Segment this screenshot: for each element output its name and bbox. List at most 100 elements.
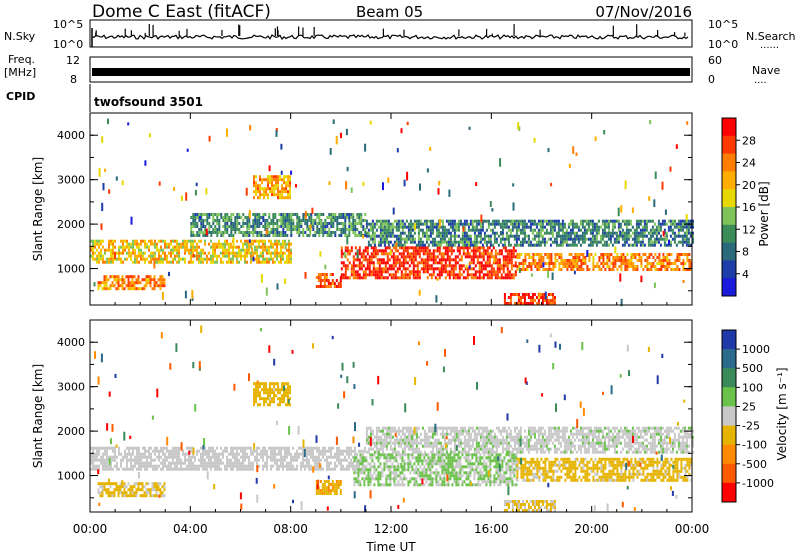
- heatmap-cell: [346, 252, 349, 256]
- heatmap-cell: [485, 240, 488, 244]
- heatmap-cell: [536, 262, 539, 265]
- heatmap-cell: [396, 261, 399, 265]
- heatmap-cell: [218, 245, 220, 249]
- heatmap-cell: [262, 260, 264, 264]
- heatmap-cell: [109, 287, 112, 291]
- heatmap-cell: [668, 265, 671, 268]
- heatmap-cell: [184, 458, 186, 462]
- heatmap-cell: [242, 248, 244, 252]
- heatmap-cell: [452, 264, 455, 268]
- heatmap-cell: [561, 243, 564, 247]
- heatmap-cell: [151, 485, 154, 489]
- heatmap-cell: [574, 262, 577, 265]
- heatmap-cell: [394, 249, 397, 253]
- heatmap-cell: [446, 273, 449, 277]
- heatmap-cell: [486, 270, 489, 274]
- heatmap-cell: [458, 258, 461, 262]
- heatmap-cell: [266, 458, 268, 462]
- heatmap-cell: [186, 464, 188, 468]
- heatmap-cell: [145, 284, 148, 288]
- heatmap-cell: [170, 248, 172, 252]
- heatmap-cell: [574, 253, 577, 256]
- heatmap-cell: [134, 461, 136, 465]
- heatmap-cell: [238, 254, 240, 258]
- heatmap-cell: [443, 234, 446, 238]
- heatmap-cell: [266, 467, 268, 471]
- heatmap-cell: [326, 234, 329, 237]
- heatmap-cell: [90, 239, 92, 243]
- heatmap-cell: [319, 282, 322, 285]
- heatmap-cell: [468, 261, 471, 265]
- heatmap-cell: [534, 253, 537, 256]
- heatmap-cell: [244, 248, 246, 252]
- heatmap-cell: [234, 216, 237, 219]
- heatmap-cell: [350, 267, 353, 271]
- colorbar-swatch: [722, 153, 736, 172]
- heatmap-cell: [259, 382, 261, 386]
- heatmap-cell: [475, 225, 478, 229]
- heatmap-cell: [212, 461, 214, 465]
- heatmap-cell: [102, 455, 104, 459]
- heatmap-cell: [255, 187, 257, 191]
- heatmap-cell: [509, 293, 512, 296]
- heatmap-cell: [688, 253, 691, 256]
- heatmap-cell: [365, 474, 368, 478]
- heatmap-speckle: [586, 250, 589, 257]
- heatmap-cell: [494, 276, 497, 280]
- heatmap-cell: [263, 178, 265, 182]
- heatmap-cell: [358, 252, 361, 256]
- heatmap-cell: [650, 265, 653, 268]
- heatmap-cell: [603, 231, 606, 235]
- heatmap-cell: [330, 225, 333, 228]
- heatmap-cell: [273, 382, 275, 386]
- heatmap-cell: [604, 268, 607, 271]
- heatmap-cell: [264, 242, 266, 246]
- heatmap-cell: [318, 449, 320, 453]
- heatmap-cell: [196, 254, 198, 258]
- heatmap-cell: [549, 293, 552, 296]
- heatmap-cell: [360, 267, 363, 271]
- heatmap-cell: [635, 243, 638, 247]
- heatmap-cell: [252, 242, 254, 246]
- heatmap-cell: [686, 256, 689, 259]
- heatmap-cell: [155, 281, 158, 285]
- heatmap-cell: [412, 258, 415, 262]
- heatmap-cell: [469, 240, 472, 244]
- heatmap-cell: [108, 239, 110, 243]
- heatmap-cell: [373, 471, 376, 475]
- heatmap-cell: [630, 256, 633, 259]
- heatmap-cell: [284, 260, 286, 264]
- heatmap-cell: [262, 257, 264, 261]
- heatmap-cell: [586, 265, 589, 268]
- heatmap-cell: [92, 464, 94, 468]
- heatmap-cell: [236, 216, 239, 219]
- heatmap-cell: [324, 449, 326, 453]
- heatmap-cell: [660, 262, 663, 265]
- heatmap-cell: [365, 219, 368, 223]
- heatmap-cell: [218, 242, 220, 246]
- heatmap-cell: [569, 228, 572, 232]
- heatmap-cell: [287, 181, 289, 185]
- heatmap-cell: [282, 461, 284, 465]
- heatmap-cell: [102, 257, 104, 261]
- heatmap-cell: [158, 254, 160, 258]
- heatmap-cell: [476, 246, 479, 250]
- heatmap-cell: [132, 251, 134, 255]
- heatmap-cell: [554, 259, 557, 262]
- heatmap-cell: [365, 222, 368, 226]
- heatmap-cell: [645, 222, 648, 226]
- heatmap-cell: [352, 216, 355, 219]
- heatmap-cell: [508, 261, 511, 265]
- heatmap-cell: [147, 275, 150, 279]
- heatmap-cell: [143, 491, 146, 495]
- heatmap-cell: [587, 225, 590, 229]
- heatmap-cell: [296, 449, 298, 453]
- heatmap-cell: [551, 231, 554, 235]
- heatmap-cell: [371, 474, 374, 478]
- heatmap-cell: [607, 228, 610, 232]
- heatmap-cell: [484, 273, 487, 277]
- heatmap-cell: [234, 446, 236, 450]
- heatmap-cell: [361, 477, 364, 481]
- heatmap-cell: [296, 452, 298, 456]
- heatmap-cell: [454, 258, 457, 262]
